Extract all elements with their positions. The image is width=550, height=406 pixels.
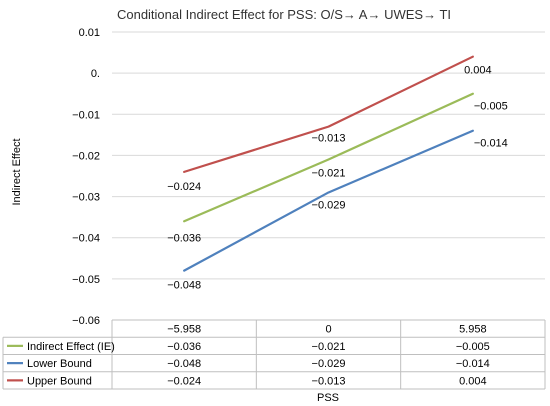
- data-label: −0.036: [167, 232, 201, 244]
- data-label: 0.004: [464, 65, 492, 77]
- chart-title: Conditional Indirect Effect for PSS: O/S…: [117, 7, 451, 22]
- series-line: [183, 129, 474, 272]
- x-axis-label: PSS: [317, 392, 339, 404]
- series-line: [183, 92, 474, 223]
- legend-label: Lower Bound: [27, 358, 92, 370]
- series-line: [183, 55, 474, 173]
- y-tick-label: −0.06: [72, 315, 100, 327]
- grid: [112, 31, 545, 321]
- table-cell: −0.024: [167, 375, 201, 387]
- data-labels: −0.036 −0.021 −0.005 −0.048 −0.029 −0.014 −0.0…: [167, 65, 508, 292]
- series-lines: [183, 55, 474, 272]
- x-tick-label: −5.958: [167, 324, 201, 336]
- table-cell: −0.029: [312, 358, 346, 370]
- data-label: −0.005: [474, 101, 508, 113]
- data-table: −5.958 0 5.958 Indirect Effect (IE) −0.036 −0…: [2, 319, 546, 390]
- legend-label: Upper Bound: [27, 375, 92, 387]
- table-cell: −0.036: [167, 341, 201, 353]
- table-cell: −0.005: [456, 341, 490, 353]
- table-cell: −0.013: [312, 375, 346, 387]
- y-tick-label: −0.03: [72, 192, 100, 204]
- y-axis-label: Indirect Effect: [11, 138, 23, 205]
- data-label: −0.029: [312, 199, 346, 211]
- y-tick-label: −0.01: [72, 109, 100, 121]
- y-tick-label: −0.05: [72, 274, 100, 286]
- y-tick-label: −0.02: [72, 150, 100, 162]
- y-tick-label: −0.04: [72, 233, 100, 245]
- legend-label: Indirect Effect (IE): [27, 341, 115, 353]
- x-tick-label: 5.958: [459, 324, 487, 336]
- y-tick-label: 0.01: [79, 27, 100, 39]
- table-cell: −0.014: [456, 358, 490, 370]
- data-label: −0.024: [167, 181, 201, 193]
- data-label: −0.014: [474, 138, 508, 150]
- table-cell: −0.021: [312, 341, 346, 353]
- table-cell: 0.004: [459, 375, 487, 387]
- data-label: −0.013: [312, 133, 346, 145]
- x-tick-label: 0: [325, 324, 331, 336]
- y-tick-labels: 0.01 0. −0.01 −0.02 −0.03 −0.04 −0.05 −0.06: [72, 27, 100, 327]
- y-tick-label: 0.: [91, 68, 100, 80]
- table-cell: −0.048: [167, 358, 201, 370]
- data-label: −0.021: [312, 168, 346, 180]
- data-label: −0.048: [167, 280, 201, 292]
